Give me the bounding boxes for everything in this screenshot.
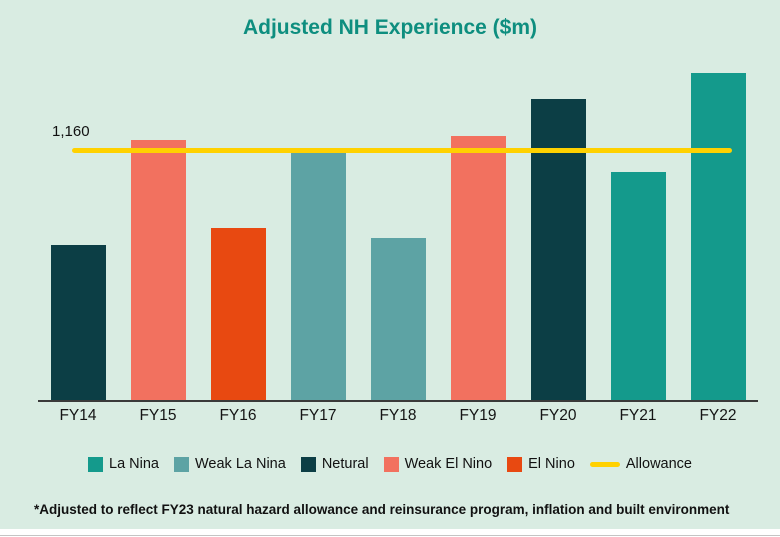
bar-fy19 (450, 136, 506, 400)
x-axis-label-fy16: FY16 (219, 407, 257, 424)
legend-label-la-nina: La Nina (109, 456, 159, 472)
bar-slot-fy21 (598, 60, 678, 400)
legend-item-weak-el-nino: Weak El Nino (383, 456, 493, 472)
legend-swatch-icon-la-nina (88, 456, 104, 472)
bar-fy22 (690, 73, 746, 400)
legend-label-weak-el-nino: Weak El Nino (404, 456, 493, 472)
bars-container (38, 60, 758, 400)
bar-slot-fy16 (198, 60, 278, 400)
bar-fy16 (210, 228, 266, 400)
bottom-margin (0, 529, 780, 536)
bar-fy15 (130, 140, 186, 400)
bar-slot-fy17 (278, 60, 358, 400)
legend-line-icon-allowance (589, 461, 620, 467)
legend-item-weak-la-nina: Weak La Nina (174, 456, 286, 472)
legend-swatch-icon-netural (300, 456, 316, 472)
legend-item-netural: Netural (300, 456, 369, 472)
legend-swatch-icon-weak-la-nina (174, 456, 189, 472)
legend-label-el-nino: El Nino (528, 456, 575, 472)
x-axis-label-fy17: FY17 (299, 407, 337, 424)
x-axis-label-fy18: FY18 (379, 407, 417, 424)
bar-slot-fy22 (678, 60, 758, 400)
bar-slot-fy19 (438, 60, 518, 400)
x-axis-labels: FY14 FY15 FY16 FY17 FY18 FY19 FY20 FY21 FY22 (38, 407, 758, 425)
bar-fy14 (50, 245, 106, 400)
legend-label-weak-la-nina: Weak La Nina (195, 456, 286, 472)
legend-label-allowance: Allowance (625, 456, 692, 472)
allowance-line (72, 148, 732, 153)
legend-label-netural: Netural (321, 456, 369, 472)
legend-item-allowance: Allowance (589, 456, 692, 472)
plot-area: 1,160 (38, 60, 758, 402)
bar-fy21 (610, 172, 666, 400)
x-axis-label-fy22: FY22 (699, 407, 737, 424)
allowance-value-label: 1,160 (52, 123, 90, 140)
footnote: *Adjusted to reflect FY23 natural hazard… (34, 502, 730, 517)
bar-fy18 (370, 238, 426, 400)
legend-item-la-nina: La Nina (88, 456, 159, 472)
x-axis-label-fy14: FY14 (59, 407, 97, 424)
bar-slot-fy18 (358, 60, 438, 400)
bar-slot-fy14 (38, 60, 118, 400)
bar-fy20 (530, 99, 586, 400)
chart-title: Adjusted NH Experience ($m) (242, 16, 538, 39)
x-axis-label-fy19: FY19 (459, 407, 497, 424)
legend-item-el-nino: El Nino (507, 456, 575, 472)
bar-slot-fy15 (118, 60, 198, 400)
bar-slot-fy20 (518, 60, 598, 400)
x-axis-label-fy21: FY21 (619, 407, 657, 424)
x-axis-label-fy20: FY20 (539, 407, 577, 424)
bar-fy17 (290, 153, 346, 400)
x-axis-label-fy15: FY15 (139, 407, 177, 424)
legend-swatch-icon-el-nino (507, 456, 523, 472)
legend-swatch-icon-weak-el-nino (383, 456, 399, 472)
legend: La Nina Weak La Nina Netural Weak El Nino El… (0, 456, 780, 472)
